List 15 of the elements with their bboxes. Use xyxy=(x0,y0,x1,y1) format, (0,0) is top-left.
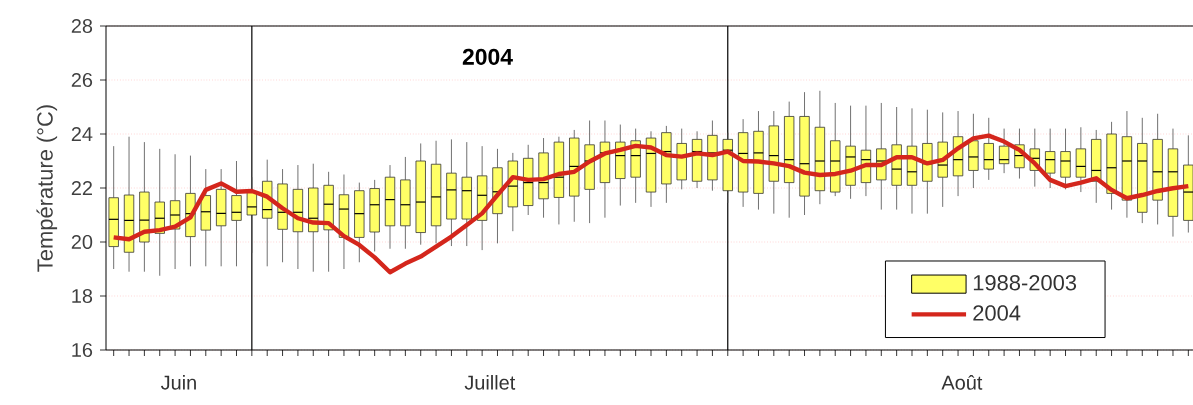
y-tick-label: 22 xyxy=(71,181,92,195)
text: 2004 xyxy=(462,48,513,65)
legend-label: 1988-2003 xyxy=(973,275,1077,291)
y-tick-label: 28 xyxy=(71,18,93,34)
text: Août xyxy=(941,375,983,390)
legend-label: 2004 xyxy=(973,305,1021,321)
y-axis-title: Température (°C) xyxy=(36,105,58,272)
text: Juillet xyxy=(464,375,516,390)
y-tick-label: 16 xyxy=(72,342,93,358)
y-tick-label: 18 xyxy=(72,288,93,304)
line-series xyxy=(111,133,1191,275)
y-tick-label: 26 xyxy=(71,72,93,88)
text: Juin xyxy=(160,375,196,390)
y-tick-label: 20 xyxy=(71,234,93,250)
y-tick-label: 24 xyxy=(71,127,93,141)
